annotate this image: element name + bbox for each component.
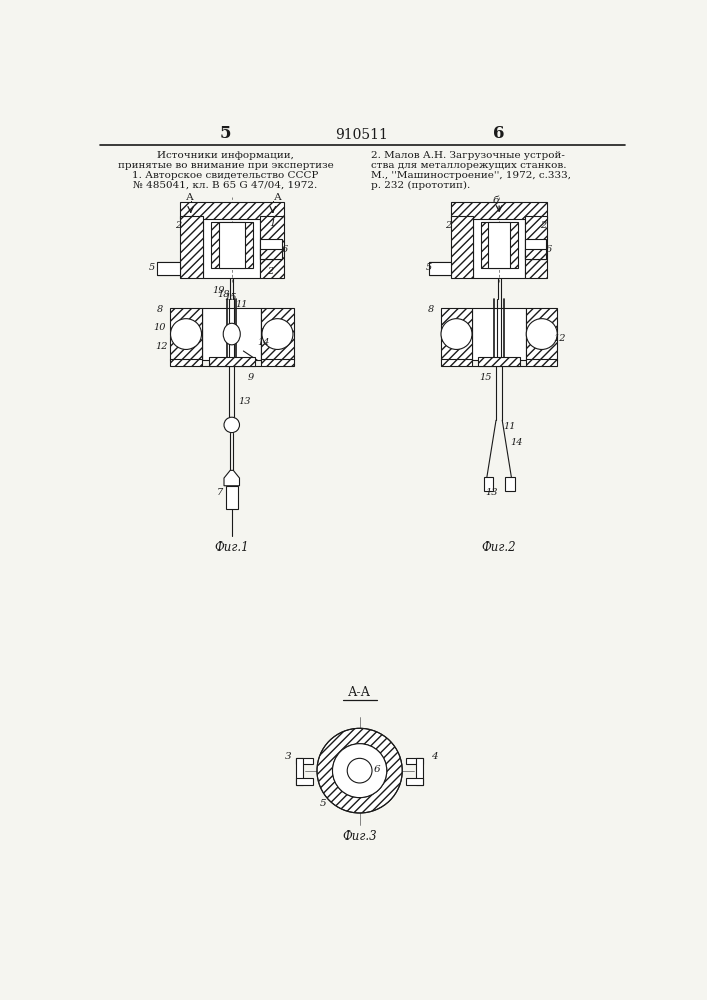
Bar bbox=[261, 359, 293, 366]
Text: 14: 14 bbox=[257, 338, 270, 347]
Text: 1. Авторское свидетельство СССР: 1. Авторское свидетельство СССР bbox=[132, 171, 319, 180]
Text: Источники информации,: Источники информации, bbox=[157, 151, 294, 160]
Bar bbox=[525, 216, 547, 278]
Text: 5: 5 bbox=[220, 125, 231, 142]
Text: 7: 7 bbox=[217, 488, 223, 497]
Text: р. 232 (прототип).: р. 232 (прототип). bbox=[371, 181, 470, 190]
Text: 12: 12 bbox=[554, 334, 566, 343]
Bar bbox=[296, 778, 313, 785]
Bar bbox=[429, 262, 451, 275]
Bar bbox=[296, 758, 313, 764]
Wedge shape bbox=[317, 728, 402, 813]
Text: 6: 6 bbox=[493, 125, 505, 142]
Circle shape bbox=[347, 758, 372, 783]
Bar bbox=[484, 477, 493, 491]
Text: 3: 3 bbox=[285, 752, 292, 761]
Text: 2: 2 bbox=[267, 267, 273, 276]
Text: 910511: 910511 bbox=[336, 128, 388, 142]
Text: 6: 6 bbox=[546, 245, 552, 254]
Bar bbox=[489, 222, 510, 268]
Bar bbox=[525, 249, 546, 259]
Text: 5: 5 bbox=[149, 263, 155, 272]
Bar bbox=[472, 308, 526, 360]
Text: 19: 19 bbox=[212, 286, 225, 295]
Text: 4: 4 bbox=[431, 752, 438, 761]
Bar bbox=[260, 249, 282, 259]
Bar bbox=[180, 216, 203, 278]
Text: № 485041, кл. В 65 G 47/04, 1972.: № 485041, кл. В 65 G 47/04, 1972. bbox=[134, 181, 317, 190]
Bar bbox=[526, 359, 557, 366]
Text: принятые во внимание при экспертизе: принятые во внимание при экспертизе bbox=[117, 161, 334, 170]
Polygon shape bbox=[224, 470, 240, 486]
Text: 18: 18 bbox=[218, 290, 230, 299]
Circle shape bbox=[526, 319, 557, 349]
Bar bbox=[478, 357, 520, 366]
Bar bbox=[261, 308, 293, 360]
Text: 5: 5 bbox=[426, 263, 433, 272]
Bar bbox=[506, 477, 515, 491]
Bar bbox=[209, 357, 255, 366]
Text: 8: 8 bbox=[428, 305, 434, 314]
Text: 2: 2 bbox=[175, 221, 182, 230]
Ellipse shape bbox=[223, 323, 240, 345]
Text: 14: 14 bbox=[510, 438, 523, 447]
Bar bbox=[180, 202, 284, 219]
Bar bbox=[202, 308, 261, 360]
Bar bbox=[218, 222, 245, 268]
Bar bbox=[451, 202, 547, 219]
Text: 12: 12 bbox=[156, 342, 168, 351]
Text: А: А bbox=[186, 193, 194, 202]
Text: 15: 15 bbox=[224, 293, 237, 302]
Bar bbox=[170, 308, 202, 360]
Bar bbox=[260, 216, 284, 278]
Circle shape bbox=[332, 744, 387, 798]
Circle shape bbox=[441, 319, 472, 349]
Bar bbox=[260, 239, 282, 259]
Bar bbox=[203, 216, 260, 278]
Circle shape bbox=[170, 319, 201, 349]
Bar bbox=[226, 486, 238, 509]
Text: б: б bbox=[493, 196, 499, 205]
Text: 2: 2 bbox=[540, 221, 547, 230]
Text: А-А: А-А bbox=[348, 686, 371, 699]
Text: 8: 8 bbox=[156, 305, 163, 314]
Text: ства для металлорежущих станков.: ства для металлорежущих станков. bbox=[371, 161, 567, 170]
Bar bbox=[296, 758, 303, 785]
Text: Фиг.1: Фиг.1 bbox=[214, 541, 249, 554]
Text: 2: 2 bbox=[445, 221, 451, 230]
Text: 13: 13 bbox=[238, 397, 250, 406]
Bar bbox=[406, 758, 423, 764]
Bar bbox=[170, 359, 202, 366]
Bar bbox=[406, 778, 423, 785]
Bar bbox=[473, 216, 525, 278]
Text: 13: 13 bbox=[485, 488, 498, 497]
Text: А: А bbox=[274, 193, 281, 202]
Bar bbox=[525, 239, 546, 259]
Bar bbox=[441, 308, 472, 360]
Text: 11: 11 bbox=[503, 422, 515, 431]
Circle shape bbox=[262, 319, 293, 349]
Text: Фиг.3: Фиг.3 bbox=[342, 830, 377, 843]
Text: 15: 15 bbox=[479, 373, 491, 382]
Bar bbox=[416, 758, 423, 785]
Text: 2. Малов А.Н. Загрузочные устрой-: 2. Малов А.Н. Загрузочные устрой- bbox=[371, 151, 565, 160]
Text: 5: 5 bbox=[320, 799, 327, 808]
Bar bbox=[451, 216, 473, 278]
Text: 11: 11 bbox=[235, 300, 248, 309]
Text: 10: 10 bbox=[153, 323, 166, 332]
Bar bbox=[211, 222, 252, 268]
Circle shape bbox=[224, 417, 240, 433]
Text: Фиг.2: Фиг.2 bbox=[481, 541, 516, 554]
Bar bbox=[481, 222, 518, 268]
Bar bbox=[526, 308, 557, 360]
Text: 6: 6 bbox=[373, 766, 380, 774]
Bar bbox=[441, 359, 472, 366]
Text: 9: 9 bbox=[247, 373, 254, 382]
Text: М., ''Машиностроение'', 1972, с.333,: М., ''Машиностроение'', 1972, с.333, bbox=[371, 171, 571, 180]
Text: 1: 1 bbox=[270, 219, 276, 228]
Bar bbox=[156, 262, 180, 275]
Text: 6: 6 bbox=[282, 245, 288, 254]
